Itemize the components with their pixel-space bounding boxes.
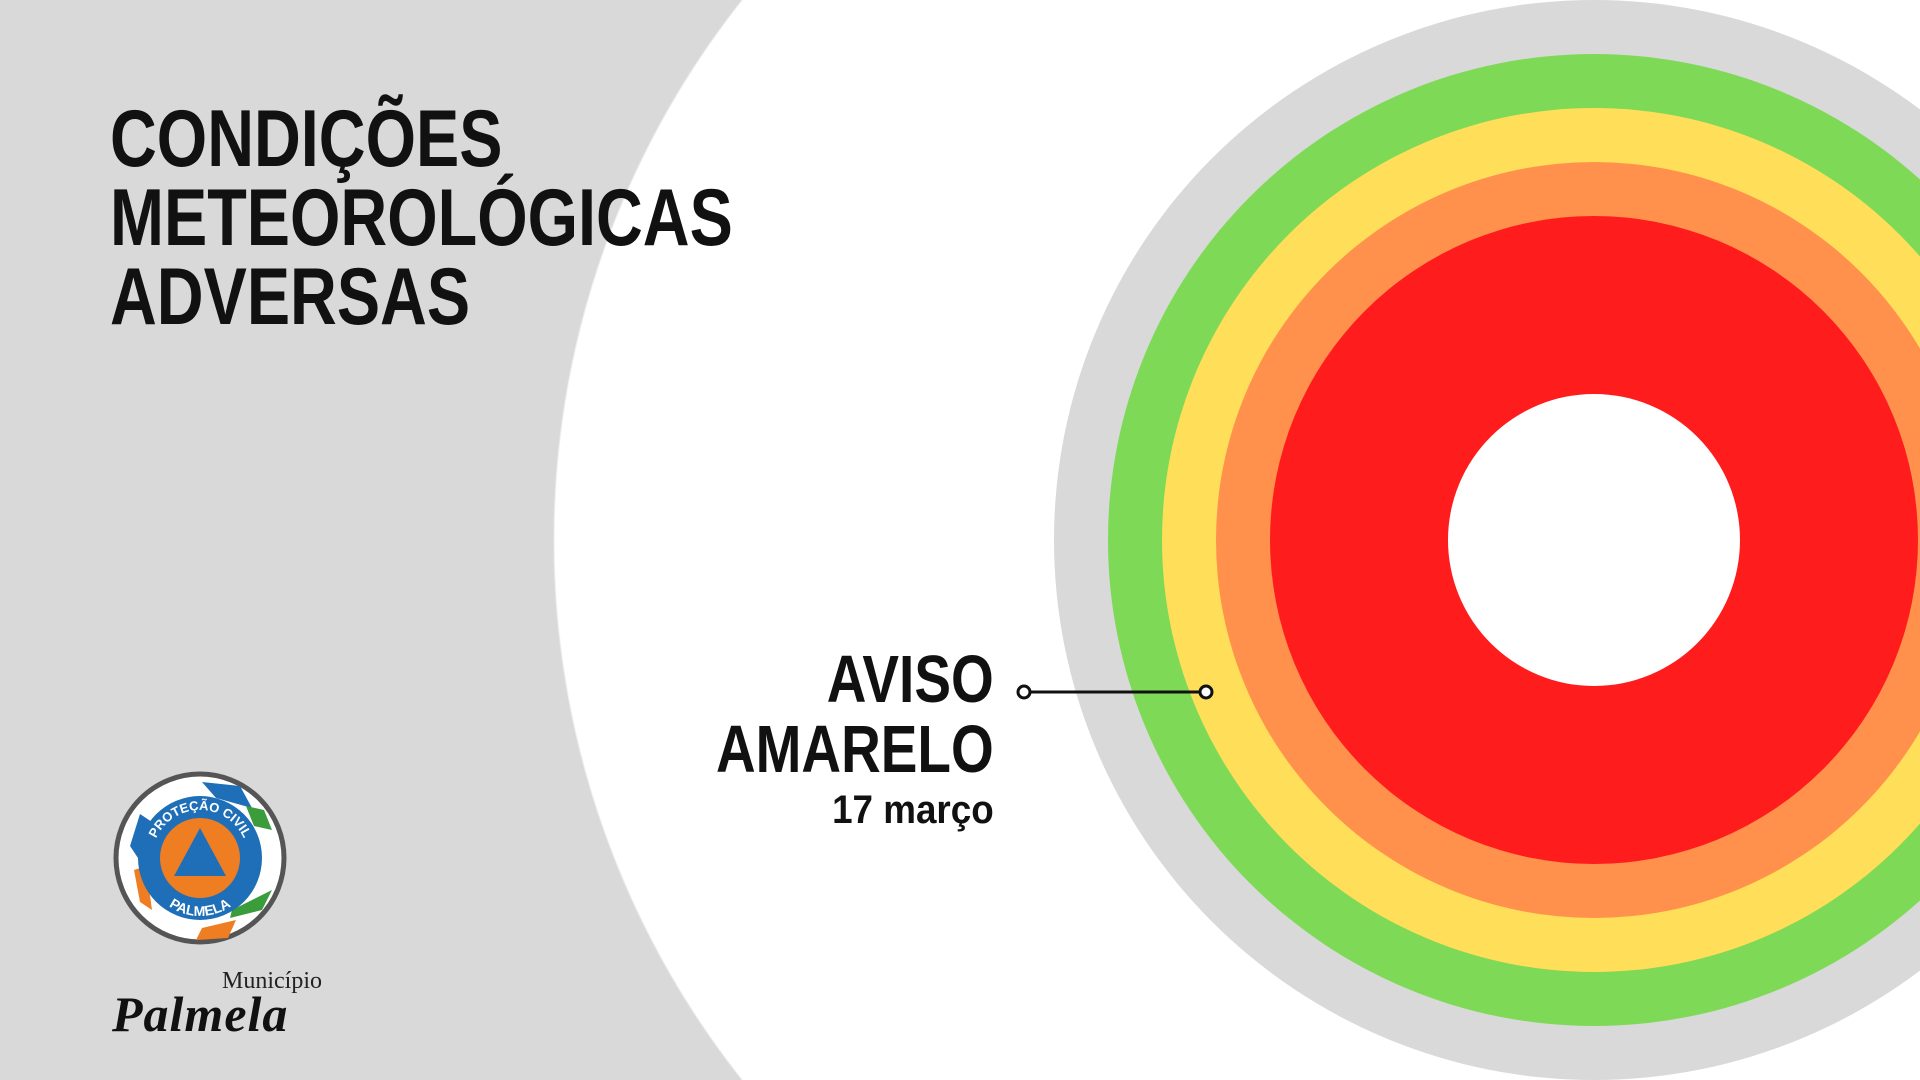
warning-date: 17 março <box>832 788 994 832</box>
pointer-end-dot <box>1198 684 1214 700</box>
ring-center-white <box>1448 394 1740 686</box>
municipality-logo: Palmela <box>112 986 289 1042</box>
pointer-start-dot <box>1016 684 1032 700</box>
warning-label: AVISO AMARELO 17 março <box>655 645 994 835</box>
title-line: ADVERSAS <box>110 252 471 342</box>
pointer-line <box>1016 684 1214 700</box>
title-line: METEOROLÓGICAS <box>110 173 733 263</box>
page-title: CONDIÇÕES METEOROLÓGICAS ADVERSAS <box>110 94 733 342</box>
warning-line1: AVISO <box>827 642 994 717</box>
civil-protection-logo: PROTEÇÃO CIVIL PALMELA <box>113 771 287 945</box>
municipality-label: Município <box>222 968 322 994</box>
warning-line2: AMARELO <box>716 712 994 787</box>
title-line: CONDIÇÕES <box>110 94 503 184</box>
